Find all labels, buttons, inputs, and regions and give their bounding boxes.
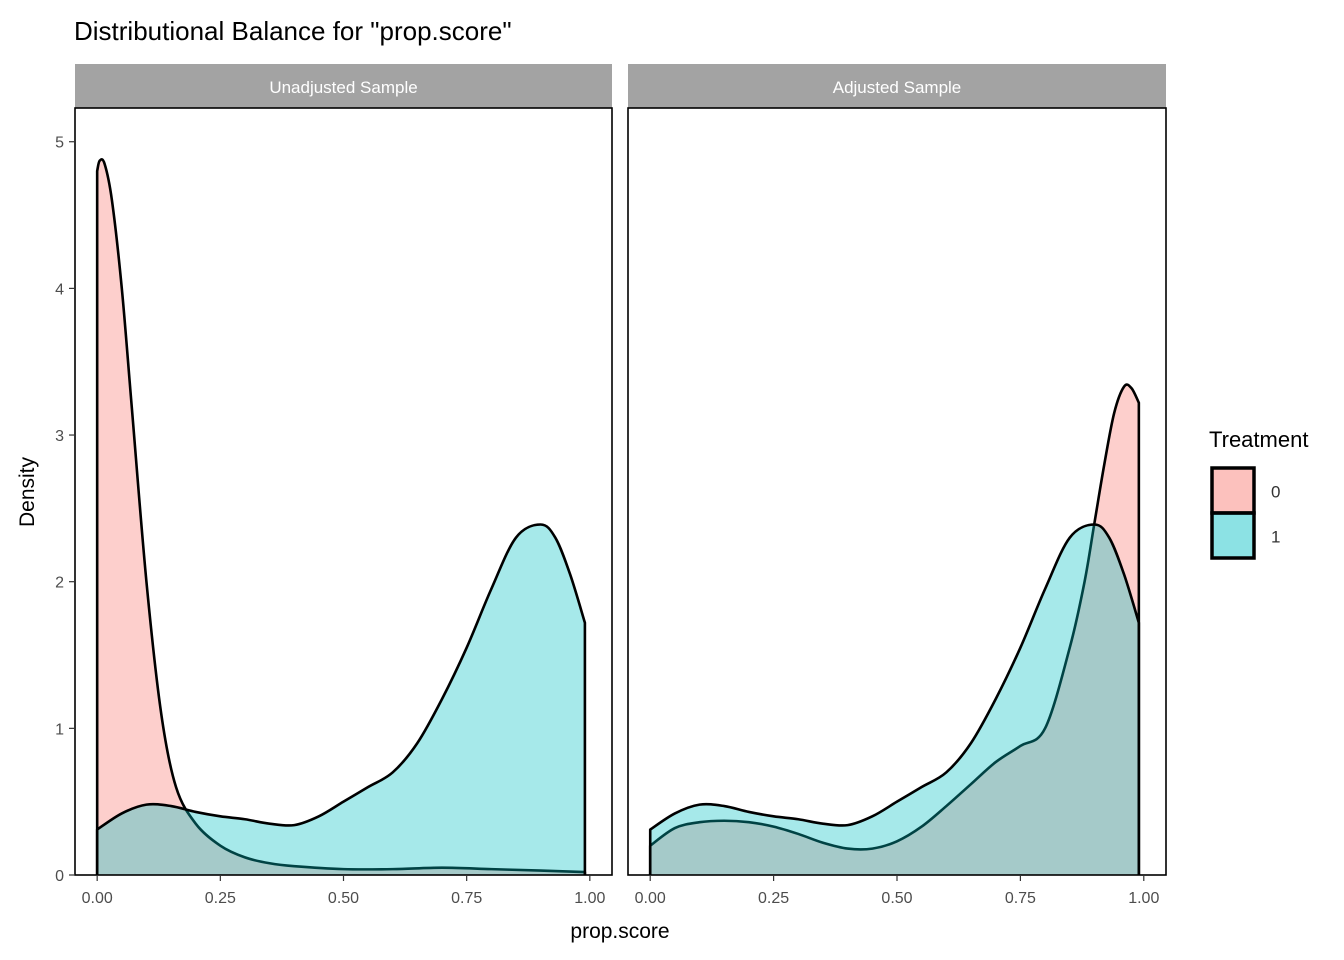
panel-2: Adjusted Sample 0.00 0.25 0.50 0.75 1.00 <box>627 64 1167 907</box>
density-line-treatment-0 <box>95 158 587 875</box>
panel-background <box>628 108 1166 875</box>
x-tick-label: 0.00 <box>635 890 666 907</box>
panel-strip <box>75 64 612 108</box>
legend-label-treatment-1: 1 <box>1271 528 1280 547</box>
y-tick-label: 5 <box>55 135 64 152</box>
density-area-treatment-0 <box>650 384 1139 875</box>
x-tick-label: 0.00 <box>82 890 113 907</box>
y-tick-label: 4 <box>55 281 64 298</box>
x-tick-label: 0.25 <box>205 890 236 907</box>
y-tick-label: 3 <box>55 428 64 445</box>
legend: Treatment 0 1 <box>1209 427 1308 560</box>
panel-strip-label: Adjusted Sample <box>833 78 962 97</box>
chart-title: Distributional Balance for "prop.score" <box>74 16 512 46</box>
y-tick-label: 0 <box>55 868 64 885</box>
x-tick-label: 1.00 <box>1128 890 1159 907</box>
y-tick-label: 2 <box>55 575 64 592</box>
legend-key-treatment-0 <box>1210 466 1256 515</box>
x-tick-label: 0.50 <box>881 890 912 907</box>
x-tick-label: 0.50 <box>328 890 359 907</box>
x-axis-label: prop.score <box>570 920 669 943</box>
legend-label-treatment-0: 0 <box>1271 483 1280 502</box>
panel-strip-label: Unadjusted Sample <box>269 78 417 97</box>
density-line-treatment-1 <box>95 523 587 875</box>
density-line-treatment-0 <box>648 383 1141 875</box>
x-tick-label: 0.75 <box>1005 890 1036 907</box>
x-tick-label: 1.00 <box>574 890 605 907</box>
panel-1: Unadjusted Sample 0.00 0.25 0.50 0.75 1.00 0 1 2… <box>55 64 613 907</box>
x-tick-label: 0.75 <box>451 890 482 907</box>
panel-strip <box>628 64 1166 108</box>
density-line-treatment-1 <box>648 523 1141 875</box>
density-area-treatment-1 <box>650 524 1139 875</box>
y-tick-label: 1 <box>55 721 64 738</box>
y-axis-label: Density <box>16 456 39 527</box>
legend-key-treatment-1 <box>1210 511 1256 560</box>
panels-layer: Unadjusted Sample 0.00 0.25 0.50 0.75 1.00 0 1 2… <box>55 64 1167 907</box>
x-tick-label: 0.25 <box>758 890 789 907</box>
legend-title: Treatment <box>1209 427 1308 452</box>
panel-background <box>75 108 612 875</box>
density-area-treatment-1 <box>97 524 585 875</box>
